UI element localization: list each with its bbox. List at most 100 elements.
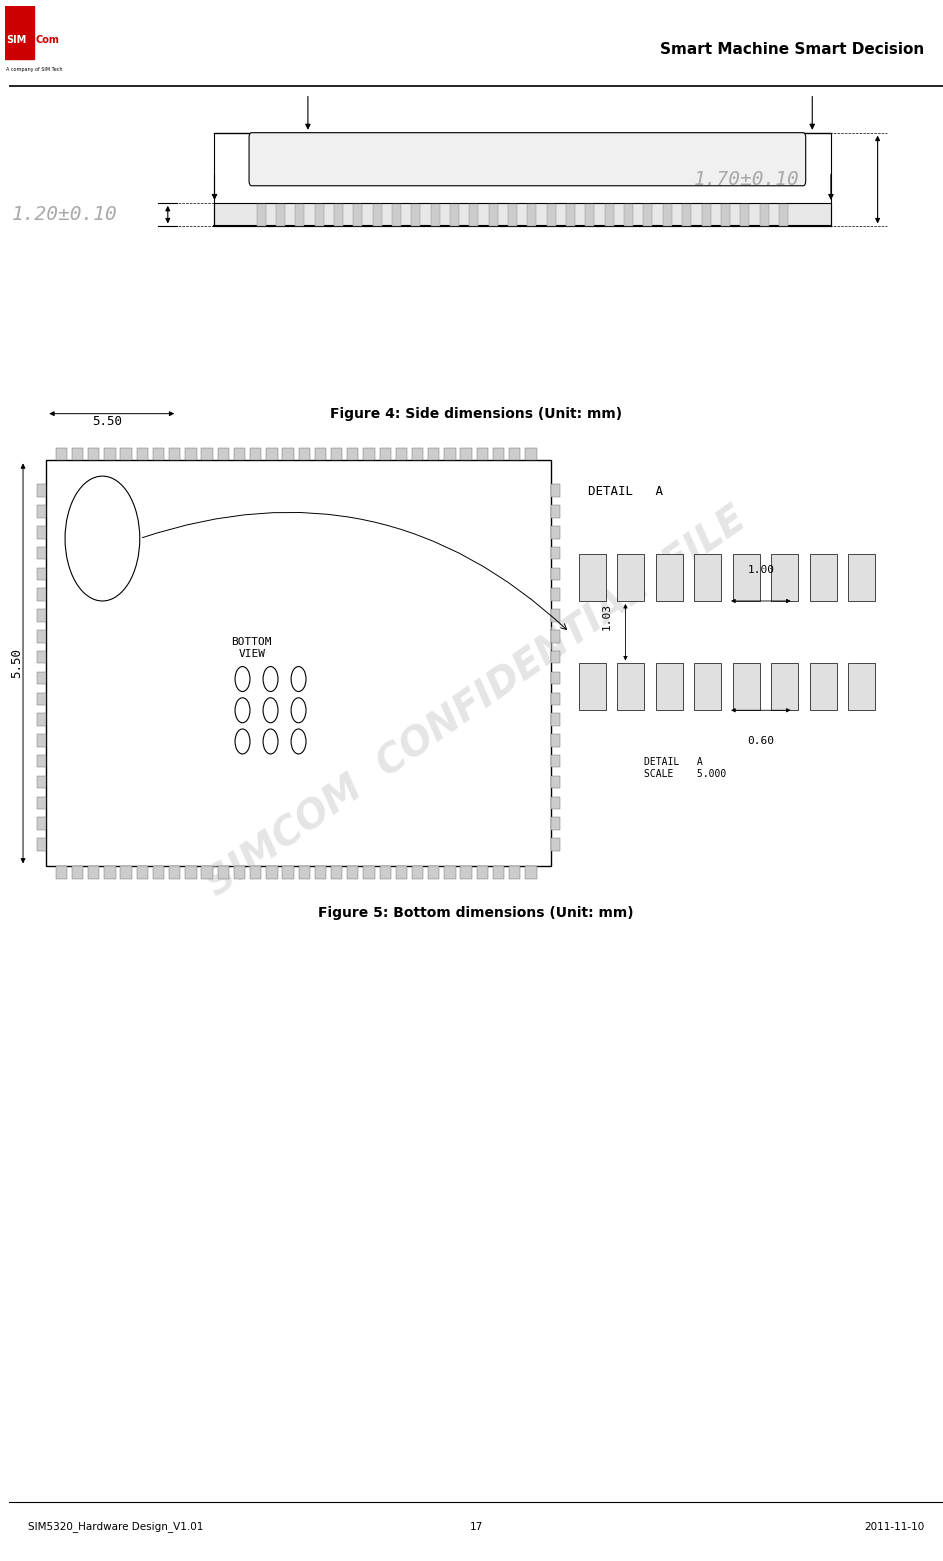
- Bar: [720, 204, 730, 226]
- Bar: [214, 203, 831, 226]
- Bar: [444, 448, 455, 460]
- Bar: [218, 866, 229, 879]
- Bar: [121, 448, 132, 460]
- Bar: [121, 866, 132, 879]
- Text: Smart Machine Smart Decision: Smart Machine Smart Decision: [660, 42, 924, 58]
- Bar: [250, 866, 261, 879]
- Bar: [525, 448, 537, 460]
- Bar: [331, 448, 342, 460]
- Bar: [551, 796, 560, 809]
- Bar: [849, 554, 875, 601]
- Bar: [234, 448, 245, 460]
- Bar: [392, 204, 401, 226]
- Bar: [169, 448, 180, 460]
- Bar: [694, 554, 721, 601]
- Bar: [527, 204, 537, 226]
- Bar: [551, 651, 560, 663]
- Bar: [363, 448, 374, 460]
- Bar: [450, 204, 459, 226]
- Bar: [37, 838, 46, 851]
- Bar: [460, 866, 472, 879]
- Bar: [137, 448, 148, 460]
- Bar: [72, 866, 83, 879]
- Bar: [579, 554, 605, 601]
- Bar: [551, 526, 560, 539]
- Bar: [379, 866, 390, 879]
- Bar: [37, 484, 46, 496]
- Bar: [428, 448, 439, 460]
- Bar: [354, 204, 362, 226]
- Bar: [740, 204, 750, 226]
- Bar: [396, 866, 407, 879]
- Bar: [299, 866, 310, 879]
- Bar: [37, 713, 46, 726]
- Bar: [411, 204, 421, 226]
- Bar: [509, 448, 521, 460]
- Bar: [551, 671, 560, 684]
- Bar: [493, 448, 505, 460]
- Bar: [37, 568, 46, 581]
- Bar: [586, 204, 594, 226]
- Bar: [56, 448, 67, 460]
- Bar: [810, 663, 836, 710]
- Text: 5.50: 5.50: [92, 415, 122, 428]
- Text: Figure 5: Bottom dimensions (Unit: mm): Figure 5: Bottom dimensions (Unit: mm): [318, 907, 634, 919]
- Bar: [218, 448, 229, 460]
- Bar: [37, 776, 46, 788]
- Bar: [37, 671, 46, 684]
- Bar: [604, 204, 614, 226]
- Bar: [476, 866, 488, 879]
- Bar: [470, 204, 478, 226]
- Bar: [551, 818, 560, 830]
- Bar: [493, 866, 505, 879]
- Bar: [331, 866, 342, 879]
- Bar: [37, 693, 46, 706]
- Bar: [771, 554, 799, 601]
- Bar: [771, 663, 799, 710]
- Bar: [37, 818, 46, 830]
- Bar: [488, 204, 498, 226]
- Bar: [5, 6, 35, 59]
- Bar: [551, 631, 560, 643]
- Bar: [444, 866, 455, 879]
- Bar: [551, 484, 560, 496]
- Bar: [250, 448, 261, 460]
- Bar: [137, 866, 148, 879]
- Bar: [88, 448, 99, 460]
- Bar: [37, 546, 46, 559]
- Bar: [37, 609, 46, 621]
- Bar: [551, 734, 560, 746]
- Bar: [266, 448, 277, 460]
- Bar: [282, 866, 293, 879]
- Bar: [202, 448, 213, 460]
- Bar: [37, 588, 46, 601]
- Bar: [153, 866, 164, 879]
- Bar: [779, 204, 788, 226]
- Bar: [37, 756, 46, 768]
- Text: 0.60: 0.60: [748, 737, 774, 746]
- Text: SIMCOM  CONFIDENTIAL  FILE: SIMCOM CONFIDENTIAL FILE: [199, 501, 753, 904]
- Text: 2011-11-10: 2011-11-10: [864, 1522, 924, 1531]
- Bar: [37, 796, 46, 809]
- Bar: [551, 838, 560, 851]
- Bar: [105, 448, 116, 460]
- Bar: [315, 866, 326, 879]
- Bar: [88, 866, 99, 879]
- Bar: [315, 448, 326, 460]
- Bar: [282, 448, 293, 460]
- Bar: [551, 568, 560, 581]
- Bar: [347, 866, 358, 879]
- Bar: [234, 866, 245, 879]
- Bar: [509, 866, 521, 879]
- Bar: [153, 448, 164, 460]
- Bar: [169, 866, 180, 879]
- Bar: [810, 554, 836, 601]
- Bar: [551, 506, 560, 518]
- Bar: [655, 554, 683, 601]
- Bar: [347, 448, 358, 460]
- Bar: [276, 204, 285, 226]
- Text: 1.00: 1.00: [748, 565, 774, 574]
- Bar: [618, 663, 644, 710]
- Bar: [551, 609, 560, 621]
- Bar: [37, 631, 46, 643]
